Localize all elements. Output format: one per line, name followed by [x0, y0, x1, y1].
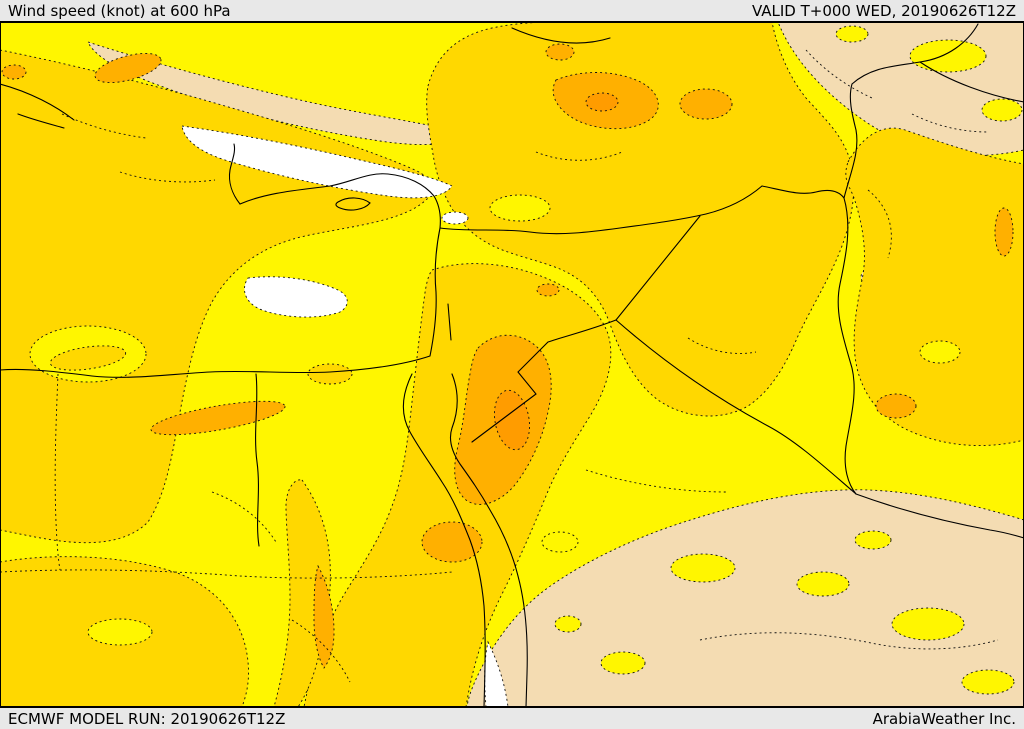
map-title: Wind speed (knot) at 600 hPa	[8, 1, 231, 20]
weather-map	[0, 22, 1024, 707]
white-region	[484, 640, 509, 707]
orange-region	[679, 88, 733, 120]
orange-region	[150, 400, 286, 436]
dotted-contour	[911, 113, 989, 133]
country-borders	[0, 23, 1024, 707]
coastline-caspian	[919, 61, 1024, 103]
white-region	[244, 276, 348, 318]
coastline-top-left	[0, 83, 75, 121]
white-regions	[181, 125, 509, 707]
coastline-black-sea	[511, 27, 611, 44]
yellow-hole	[909, 39, 987, 73]
border-iraq-iran	[837, 197, 857, 495]
yellow-holes	[29, 25, 1023, 695]
dotted-contour	[119, 171, 216, 183]
gold-region	[845, 127, 1024, 446]
dotted-contour	[0, 569, 453, 579]
white-region	[441, 211, 469, 225]
coastline-aegean	[228, 143, 241, 205]
coastline-top-left-2	[17, 113, 65, 129]
yellow-hole	[891, 607, 965, 641]
map-area	[0, 22, 1024, 707]
branding-label: ArabiaWeather Inc.	[872, 709, 1016, 728]
gold-accent	[49, 345, 127, 371]
coastline-cyprus	[335, 197, 371, 211]
dotted-contour	[535, 151, 623, 161]
gold-region	[273, 479, 331, 707]
orange-region	[875, 393, 917, 419]
orange-region	[994, 207, 1014, 257]
gold-region	[426, 22, 855, 417]
border-saudi-kuwait	[855, 493, 1024, 539]
border-jordan-saudi	[471, 319, 617, 443]
yellow-hole	[981, 98, 1023, 122]
border-turkey-iraq	[761, 185, 845, 199]
footer-bar: ECMWF MODEL RUN: 20190626T12Z ArabiaWeat…	[0, 707, 1024, 729]
orange-region	[536, 283, 560, 297]
yellow-hole	[961, 669, 1015, 695]
yellow-hole	[919, 340, 961, 364]
gold-accents	[49, 345, 127, 371]
yellow-hole	[835, 25, 869, 43]
tan-region	[87, 41, 469, 146]
white-region	[181, 125, 453, 199]
river-jordan-dead-sea	[447, 303, 452, 341]
yellow-hole	[554, 615, 582, 633]
dotted-contour	[805, 49, 873, 99]
dotted-contours	[0, 49, 999, 683]
orange-region	[421, 521, 483, 563]
coastline-red-sea-west	[402, 373, 486, 707]
yellow-hole	[489, 194, 551, 222]
border-turkey-iran	[843, 83, 858, 199]
orange-region	[94, 52, 162, 84]
orange-region	[545, 43, 575, 61]
dotted-contour	[687, 337, 757, 354]
deep-orange-region	[585, 92, 619, 112]
model-run-label: ECMWF MODEL RUN: 20190626T12Z	[8, 709, 286, 728]
yellow-hole	[600, 651, 646, 675]
river-nile	[255, 373, 260, 547]
dotted-contour	[54, 373, 61, 571]
yellow-hole	[670, 553, 736, 583]
yellow-hole	[87, 618, 153, 646]
coastline-mediterranean	[0, 173, 441, 378]
yellow-hole	[796, 571, 850, 597]
orange-region	[313, 564, 335, 669]
dotted-contour	[585, 469, 727, 493]
gold-region	[307, 363, 353, 385]
yellow-hole	[854, 530, 892, 550]
border-turkey-syria	[439, 185, 763, 235]
dotted-contour	[699, 632, 999, 650]
yellow-hole	[541, 531, 579, 553]
valid-time-label: VALID T+000 WED, 20190626T12Z	[751, 1, 1016, 20]
border-iraq-saudi	[615, 319, 857, 495]
header-bar: Wind speed (knot) at 600 hPa VALID T+000…	[0, 0, 1024, 22]
orange-region	[1, 64, 27, 80]
border-syria-iraq	[615, 215, 701, 321]
coastline-red-sea-east	[449, 373, 528, 707]
